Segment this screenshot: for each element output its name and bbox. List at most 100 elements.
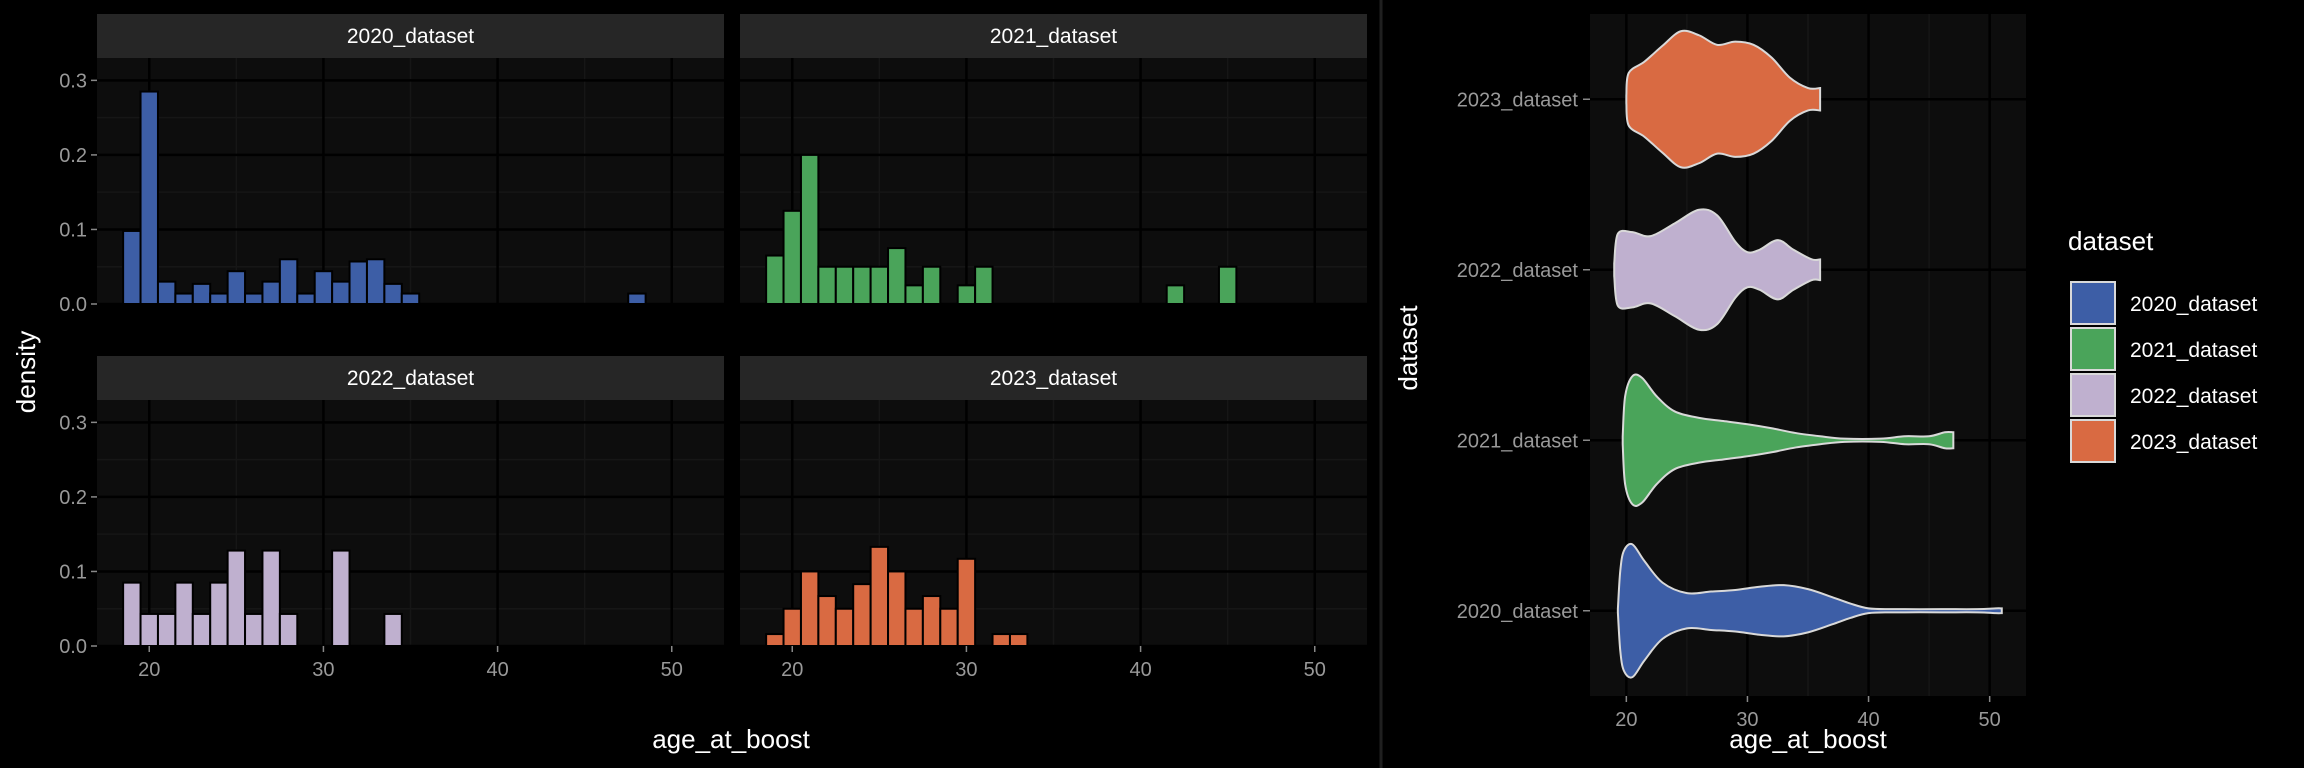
facet-strip	[740, 14, 1367, 58]
histogram-bar	[383, 612, 403, 647]
histogram-bar	[313, 270, 334, 306]
histogram-bar	[765, 633, 785, 648]
histogram-bar	[782, 607, 802, 648]
histogram-bar	[261, 280, 281, 305]
legend-label: 2023_dataset	[2130, 431, 2257, 454]
y-tick-label: 2022_dataset	[1457, 260, 1579, 282]
facet-strip	[740, 356, 1367, 400]
legend-label: 2021_dataset	[2130, 339, 2257, 362]
histogram-bar	[956, 284, 977, 306]
legend-key	[2070, 419, 2116, 463]
x-tick-label: 30	[1736, 709, 1758, 731]
histogram-bar	[765, 254, 785, 305]
legend-label: 2022_dataset	[2130, 385, 2257, 408]
histogram-bar	[226, 549, 247, 648]
legend-key	[2070, 281, 2116, 325]
histogram-bar	[400, 292, 421, 305]
histogram-bar	[209, 581, 229, 647]
legend: dataset 2020_dataset 2021_dataset 2022_data…	[2068, 226, 2257, 463]
histogram-bar	[296, 292, 316, 305]
histogram-bar	[174, 581, 194, 647]
histogram-bar	[974, 265, 994, 305]
facet-title: 2023_dataset	[990, 367, 1117, 390]
histogram-bar	[331, 549, 351, 648]
violin-y-axis-title: dataset	[1393, 305, 1423, 391]
histogram-bar	[226, 270, 247, 306]
histogram-bar	[627, 292, 647, 305]
legend-key	[2070, 373, 2116, 417]
histogram-bar	[191, 612, 212, 647]
x-tick-label: 20	[138, 659, 160, 681]
x-tick-label: 40	[1129, 659, 1151, 681]
histogram-bar	[869, 265, 890, 305]
histogram-bar	[156, 612, 177, 647]
histogram-bar	[956, 557, 977, 647]
y-tick-label: 2021_dataset	[1457, 430, 1579, 452]
histogram-bar	[799, 570, 820, 647]
histogram-bar	[921, 265, 942, 305]
histogram-bar	[869, 545, 890, 648]
histogram-bar	[209, 292, 229, 305]
histogram-bar	[244, 292, 264, 305]
y-tick-label: 0.2	[59, 145, 87, 167]
histogram-bar	[852, 583, 872, 647]
x-tick-label: 20	[1615, 709, 1637, 731]
histogram-bar	[799, 153, 820, 305]
x-tick-label: 40	[1857, 709, 1879, 731]
histogram-bar	[904, 607, 924, 648]
histogram-bar	[191, 282, 212, 306]
histogram-bar	[834, 607, 855, 648]
facet-2021_dataset: 2021_dataset	[740, 14, 1367, 306]
x-tick-label: 50	[1979, 709, 2001, 731]
x-tick-label: 20	[781, 659, 803, 681]
histogram-bar	[834, 265, 855, 305]
histogram-bar	[991, 633, 1011, 648]
y-tick-label: 0.3	[59, 412, 87, 434]
facet-title: 2020_dataset	[347, 25, 474, 48]
histogram-bar	[921, 595, 942, 648]
y-tick-label: 0.3	[59, 70, 87, 92]
histogram-bar	[1165, 284, 1186, 306]
x-tick-label: 30	[312, 659, 334, 681]
histogram-x-axis-title: age_at_boost	[652, 724, 810, 754]
histogram-bar	[139, 90, 159, 305]
violin-2020_dataset	[1616, 542, 2003, 679]
violin-2021_dataset	[1621, 373, 1955, 507]
violin-plot: 2020_dataset 2021_dataset 2022_dataset 2023…	[1457, 14, 2026, 731]
histogram-bar	[244, 612, 264, 647]
histogram-bar	[122, 581, 142, 647]
facet-title: 2021_dataset	[990, 25, 1117, 48]
histogram-bar	[887, 570, 907, 647]
histogram-bar	[156, 280, 177, 305]
facet-2023_dataset: 2023_dataset 20 30 40 50	[740, 356, 1367, 681]
histogram-bar	[887, 247, 907, 306]
histogram-bar	[278, 612, 299, 647]
facet-2020_dataset: 2020_dataset 0.0 0.1 0.2 0.3	[59, 14, 724, 316]
x-tick-label: 30	[955, 659, 977, 681]
histogram-bar	[348, 260, 368, 306]
histogram-bar	[1217, 265, 1238, 305]
y-tick-label: 0.1	[59, 219, 87, 241]
y-tick-label: 0.0	[59, 294, 87, 316]
histogram-bar	[365, 258, 386, 306]
facet-strip	[97, 14, 724, 58]
histogram-bar	[174, 292, 194, 305]
facet-title: 2022_dataset	[347, 367, 474, 390]
x-tick-label: 40	[486, 659, 508, 681]
histogram-bar	[852, 265, 872, 305]
histogram-bar	[383, 282, 403, 306]
y-tick-label: 2023_dataset	[1457, 89, 1579, 111]
histogram-facet-grid: 2020_dataset 0.0 0.1 0.2 0.3 2021_dataset 2022…	[59, 14, 1367, 681]
legend-key	[2070, 327, 2116, 371]
y-tick-label: 2020_dataset	[1457, 601, 1579, 623]
histogram-bar	[278, 258, 299, 306]
histogram-bar	[939, 607, 959, 648]
histogram-bar	[139, 612, 159, 647]
histogram-bar	[817, 595, 837, 648]
histogram-bar	[904, 284, 924, 306]
y-tick-label: 0.0	[59, 636, 87, 658]
histogram-bar	[782, 209, 802, 305]
histogram-bar	[331, 280, 351, 305]
facet-2022_dataset: 2022_dataset 0.0 0.1 0.2 0.3 20 30 40 50	[59, 356, 724, 681]
